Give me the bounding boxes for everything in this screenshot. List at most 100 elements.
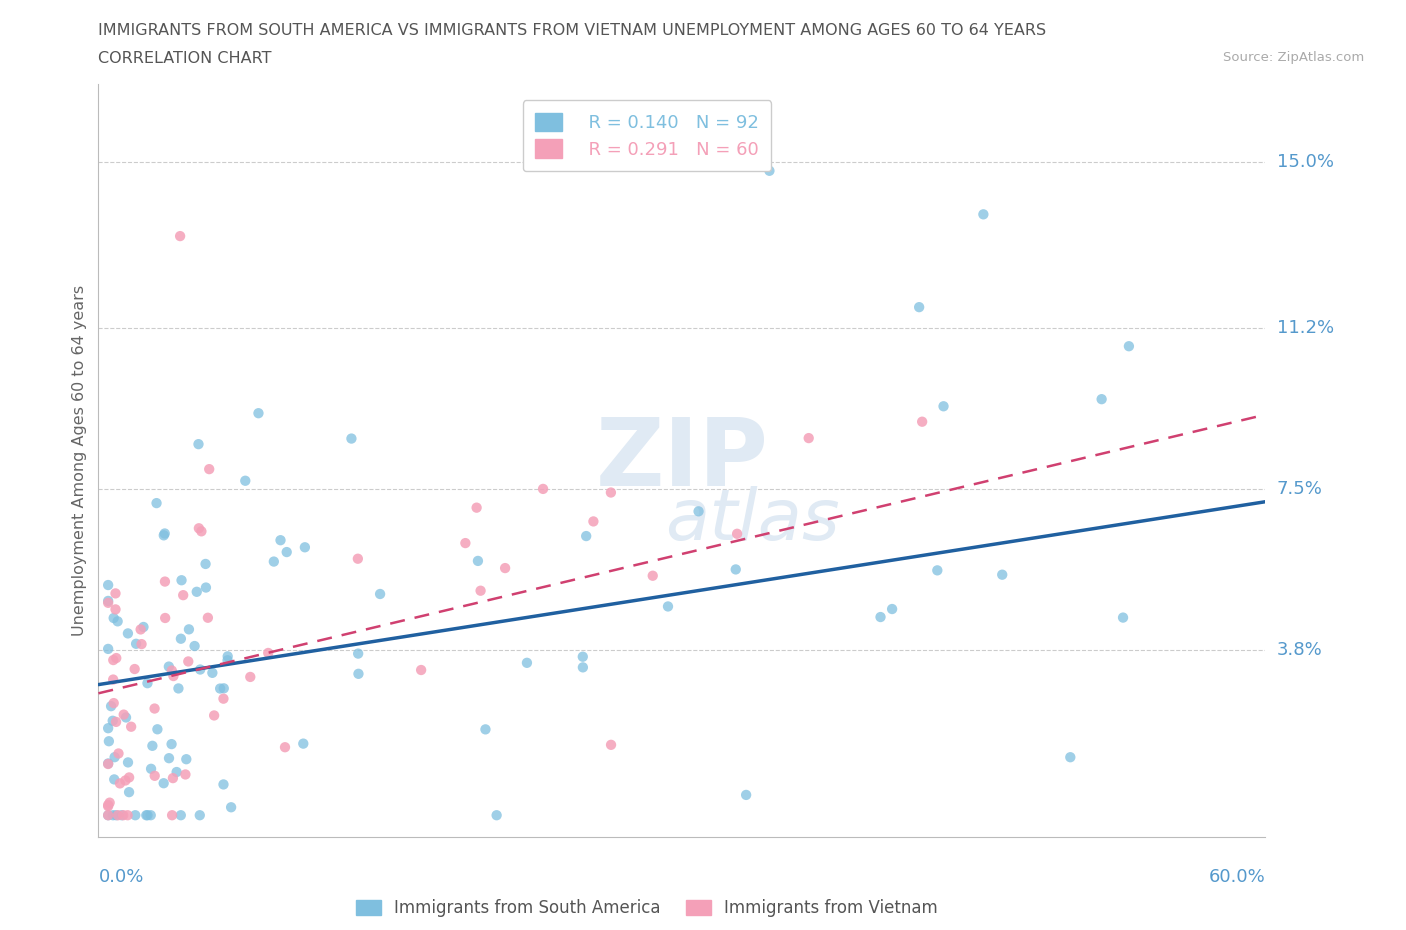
Point bbox=[927, 563, 949, 578]
Point bbox=[186, 584, 208, 599]
Point bbox=[135, 808, 157, 823]
Point bbox=[107, 746, 129, 761]
Point bbox=[97, 642, 120, 657]
Point bbox=[111, 808, 134, 823]
Point bbox=[125, 636, 148, 651]
Point bbox=[294, 539, 316, 554]
Point bbox=[97, 595, 120, 610]
Point bbox=[153, 526, 176, 541]
Point bbox=[139, 762, 162, 777]
Point bbox=[131, 637, 153, 652]
Point bbox=[485, 808, 508, 823]
Point bbox=[97, 734, 120, 749]
Point bbox=[217, 649, 239, 664]
Point bbox=[166, 764, 188, 779]
Point bbox=[724, 562, 747, 577]
Text: 60.0%: 60.0% bbox=[1209, 868, 1265, 885]
Point bbox=[212, 777, 235, 791]
Point bbox=[107, 808, 129, 823]
Point bbox=[641, 568, 664, 583]
Text: CORRELATION CHART: CORRELATION CHART bbox=[98, 51, 271, 66]
Point bbox=[188, 808, 211, 823]
Point bbox=[270, 533, 292, 548]
Point bbox=[908, 299, 931, 314]
Point bbox=[143, 768, 166, 783]
Point bbox=[263, 554, 285, 569]
Point bbox=[97, 756, 120, 771]
Point bbox=[1091, 392, 1114, 406]
Point bbox=[143, 701, 166, 716]
Point bbox=[108, 776, 131, 790]
Text: 7.5%: 7.5% bbox=[1277, 480, 1323, 498]
Point bbox=[1112, 610, 1135, 625]
Point bbox=[172, 588, 194, 603]
Point bbox=[101, 808, 124, 823]
Point bbox=[162, 669, 184, 684]
Point bbox=[97, 799, 120, 814]
Point bbox=[368, 587, 391, 602]
Point bbox=[347, 551, 370, 566]
Point bbox=[169, 229, 191, 244]
Point bbox=[911, 414, 934, 429]
Point bbox=[105, 808, 128, 823]
Point bbox=[97, 593, 120, 608]
Point bbox=[972, 206, 994, 221]
Point bbox=[932, 399, 955, 414]
Point bbox=[465, 500, 488, 515]
Point bbox=[411, 662, 433, 677]
Point bbox=[153, 611, 176, 626]
Point bbox=[516, 656, 538, 671]
Point bbox=[194, 580, 217, 595]
Point bbox=[276, 545, 298, 560]
Text: 11.2%: 11.2% bbox=[1277, 319, 1334, 337]
Point bbox=[162, 771, 184, 786]
Point bbox=[212, 691, 235, 706]
Point bbox=[572, 660, 595, 675]
Point bbox=[104, 586, 127, 601]
Point bbox=[103, 611, 125, 626]
Point bbox=[470, 583, 492, 598]
Point bbox=[103, 696, 125, 711]
Point bbox=[467, 553, 489, 568]
Point bbox=[100, 698, 122, 713]
Point bbox=[152, 528, 174, 543]
Point bbox=[141, 738, 163, 753]
Point bbox=[107, 614, 129, 629]
Point bbox=[725, 526, 748, 541]
Point bbox=[688, 504, 710, 519]
Point bbox=[117, 808, 139, 823]
Point bbox=[124, 808, 146, 823]
Point bbox=[531, 482, 554, 497]
Point bbox=[247, 405, 270, 420]
Point bbox=[115, 710, 138, 724]
Point bbox=[157, 659, 180, 674]
Point bbox=[103, 653, 125, 668]
Point bbox=[101, 672, 124, 687]
Point bbox=[97, 578, 120, 592]
Point bbox=[157, 751, 180, 765]
Point bbox=[599, 485, 621, 500]
Point bbox=[170, 573, 193, 588]
Point bbox=[575, 528, 598, 543]
Point bbox=[112, 808, 135, 823]
Point bbox=[582, 514, 605, 529]
Point bbox=[97, 798, 120, 813]
Point bbox=[103, 772, 125, 787]
Point bbox=[114, 773, 136, 788]
Point bbox=[239, 670, 262, 684]
Point bbox=[105, 651, 128, 666]
Point bbox=[494, 561, 516, 576]
Point bbox=[160, 808, 183, 823]
Text: 0.0%: 0.0% bbox=[98, 868, 143, 885]
Point bbox=[340, 432, 363, 446]
Point bbox=[194, 556, 217, 571]
Point bbox=[176, 751, 198, 766]
Point bbox=[152, 776, 174, 790]
Point bbox=[117, 626, 139, 641]
Point bbox=[201, 665, 224, 680]
Point bbox=[187, 521, 209, 536]
Point bbox=[139, 808, 162, 823]
Point bbox=[132, 619, 155, 634]
Point bbox=[167, 681, 190, 696]
Point bbox=[274, 739, 297, 754]
